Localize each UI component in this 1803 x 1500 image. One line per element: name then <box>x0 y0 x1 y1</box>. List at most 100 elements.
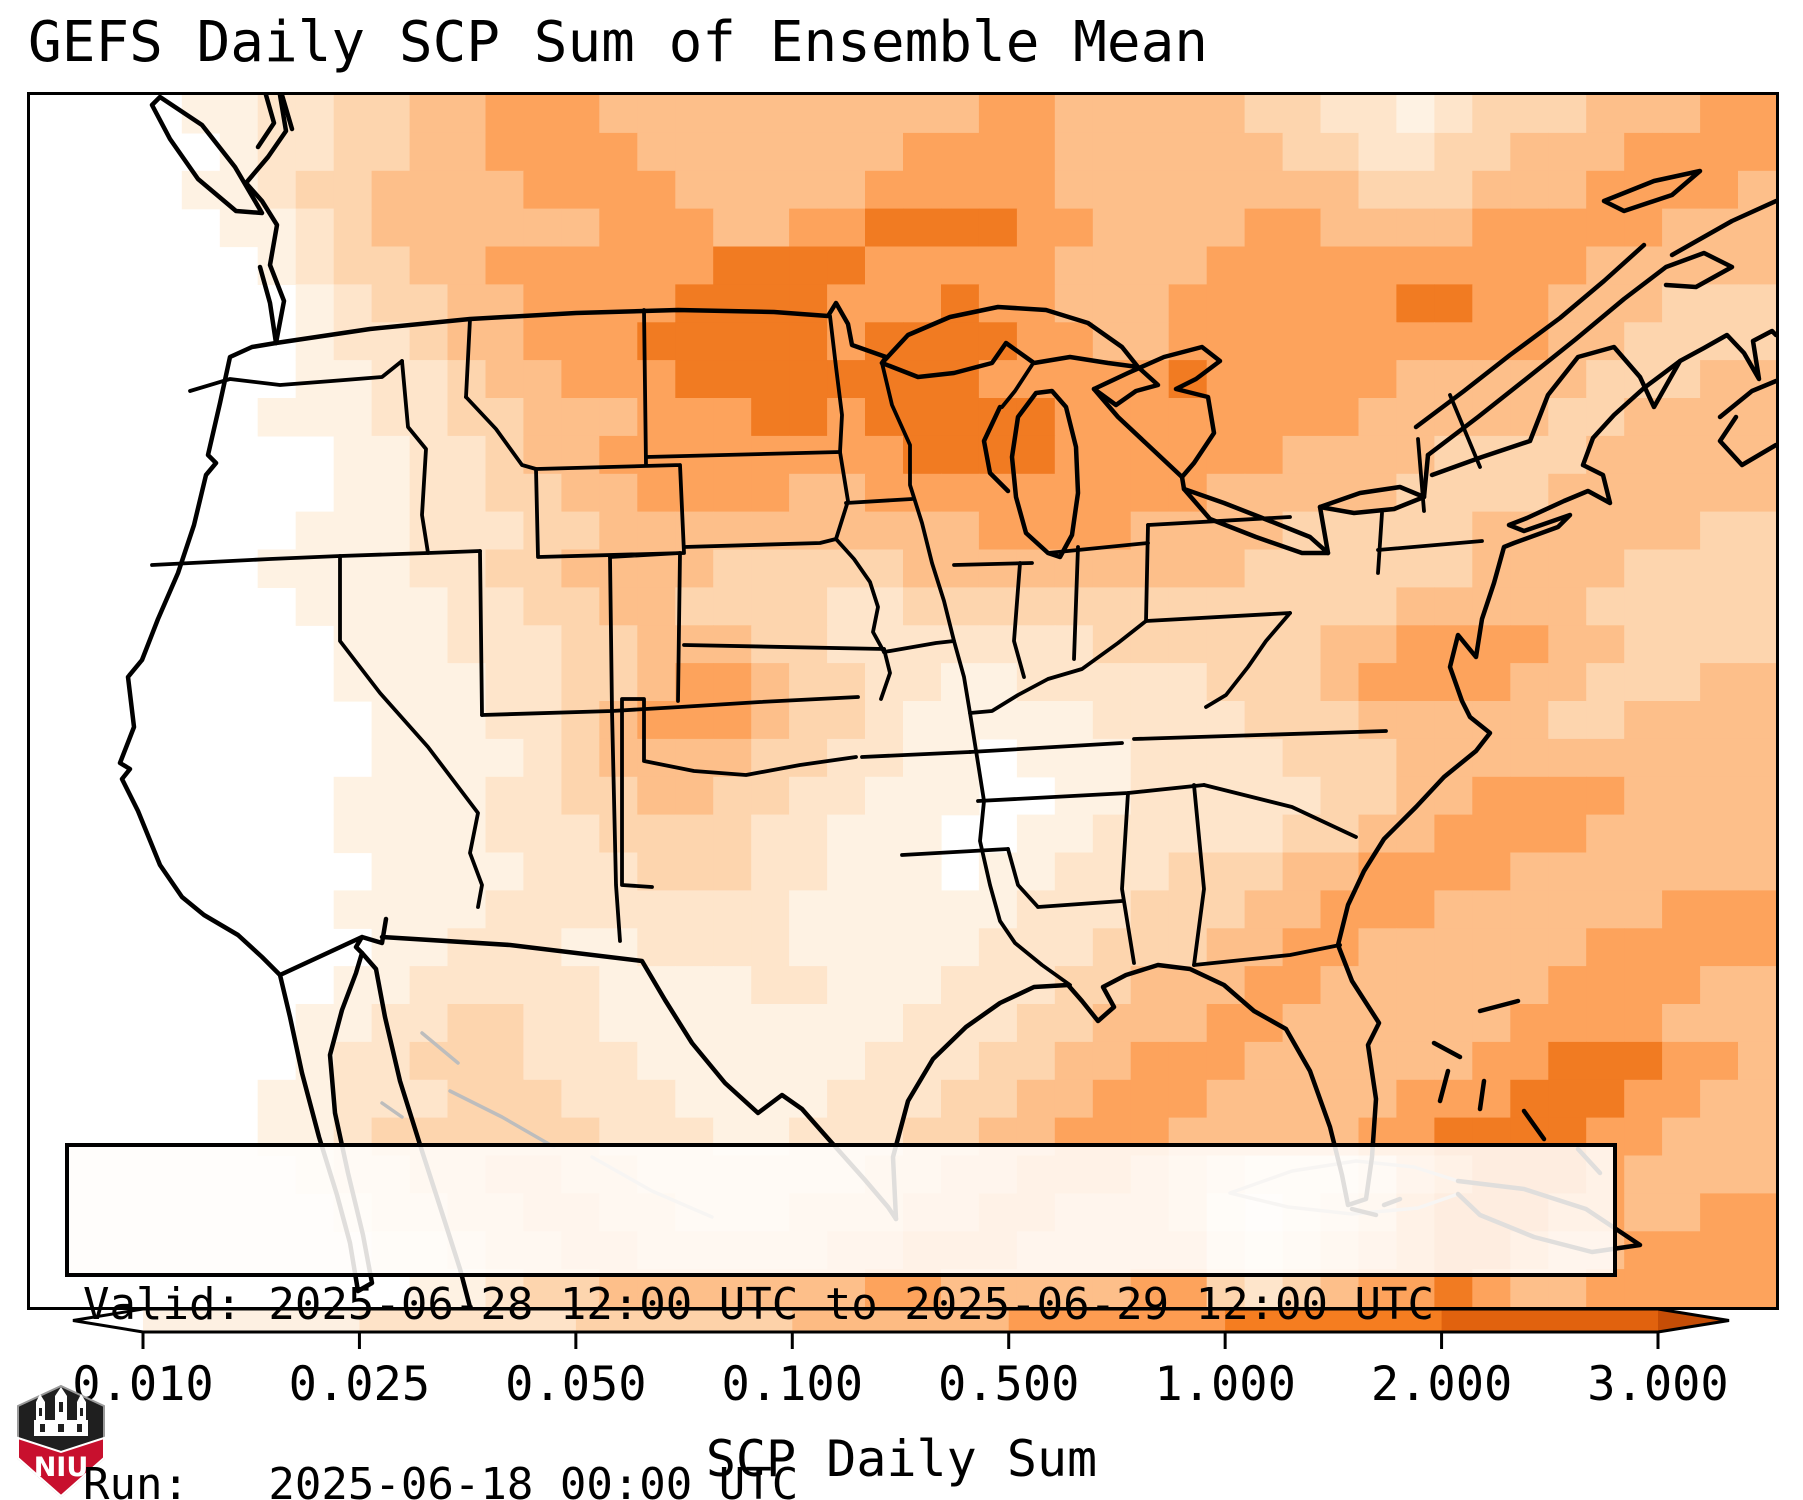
heatmap-cell <box>409 549 449 588</box>
heatmap-cell <box>1282 776 1322 816</box>
heatmap-cell <box>485 246 525 285</box>
heatmap-cell <box>1434 549 1473 588</box>
heatmap-cell <box>1586 663 1625 702</box>
heatmap-cell <box>409 95 449 134</box>
heatmap-cell <box>1320 322 1360 361</box>
heatmap-cell <box>1396 1041 1435 1081</box>
heatmap-cell <box>1738 1117 1776 1157</box>
heatmap-cell <box>1396 549 1435 588</box>
heatmap-cell <box>1700 170 1739 210</box>
heatmap-cell <box>371 890 411 929</box>
heatmap-cell <box>523 776 562 816</box>
heatmap-cell <box>1472 663 1511 702</box>
great-lakes <box>879 304 1431 560</box>
heatmap-cell <box>1662 587 1701 626</box>
heatmap-cell <box>1700 360 1739 399</box>
heatmap-cell <box>713 549 752 588</box>
heatmap-cell <box>1472 1041 1511 1081</box>
heatmap-cell <box>1586 852 1625 891</box>
minnesota-iowa-border <box>844 497 914 505</box>
heatmap-cell <box>1624 322 1663 361</box>
heatmap-cell <box>561 322 600 361</box>
heatmap-cell <box>1548 625 1587 664</box>
heatmap-cell <box>1016 852 1056 891</box>
heatmap-cell <box>789 322 828 361</box>
heatmap-cell <box>371 132 411 172</box>
heatmap-cell <box>523 738 562 778</box>
heatmap-cell <box>1282 663 1322 702</box>
heatmap-cell <box>1662 966 1701 1005</box>
heatmap-cell <box>789 701 828 740</box>
heatmap-cell <box>713 132 752 172</box>
heatmap-cell <box>675 246 714 285</box>
heatmap-cell <box>1738 663 1776 702</box>
colorbar-extend-right <box>1658 1309 1729 1332</box>
heatmap-cell <box>1168 170 1208 210</box>
heatmap-cell <box>1434 928 1473 967</box>
heatmap-cell <box>1244 246 1284 285</box>
heatmap-cell <box>713 587 752 626</box>
heatmap-cell <box>1510 473 1549 513</box>
heatmap-cell <box>599 625 638 664</box>
heatmap-cell <box>1586 966 1625 1005</box>
valid-text: Valid: 2025-06-28 12:00 UTC to 2025-06-2… <box>83 1279 1435 1330</box>
heatmap-cell <box>333 246 373 285</box>
heatmap-cell <box>675 776 714 816</box>
heatmap-cell <box>561 1041 600 1081</box>
heatmap-cell <box>978 208 1018 248</box>
lake-superior <box>879 304 1141 380</box>
idaho-montana-border <box>464 395 538 471</box>
heatmap-cell <box>409 852 449 891</box>
heatmap-cell <box>1206 170 1246 210</box>
heatmap-cell <box>675 663 714 702</box>
heatmap-cell <box>1510 1079 1549 1119</box>
heatmap-cell <box>333 398 373 437</box>
heatmap-cell <box>1244 587 1284 626</box>
heatmap-cell <box>1700 1193 1739 1232</box>
heatmap-cell <box>1092 966 1132 1005</box>
heatmap-cell <box>865 95 904 134</box>
heatmap-cell <box>1700 814 1739 854</box>
niu-logo-text: NIU <box>34 1452 89 1483</box>
utah-colorado-border <box>608 555 614 713</box>
heatmap-cell <box>1130 435 1170 475</box>
heatmap-cell <box>295 322 335 361</box>
heatmap-cell <box>713 246 752 285</box>
colorbar: 0.010 0.025 0.050 0.100 0.500 1.000 2.000 3.000 <box>72 1307 1730 1412</box>
heatmap-cell <box>1510 1004 1549 1043</box>
heatmap-cell <box>1092 435 1132 475</box>
37n-border <box>480 695 860 717</box>
heatmap-cell <box>1168 132 1208 172</box>
heatmap-cell <box>789 360 828 399</box>
heatmap-cell <box>485 852 525 891</box>
heatmap-cell <box>789 587 828 626</box>
heatmap-cell <box>1244 890 1284 929</box>
heatmap-cell <box>1244 208 1284 248</box>
heatmap-cell <box>827 208 866 248</box>
heatmap-cell <box>409 625 449 664</box>
heatmap-cell <box>1282 966 1322 1005</box>
heatmap-cell <box>1282 284 1322 323</box>
heatmap-cell <box>751 284 790 323</box>
heatmap-cell <box>941 435 980 475</box>
heatmap-cell <box>827 966 866 1005</box>
heatmap-cell <box>1168 246 1208 285</box>
heatmap-cell <box>903 246 942 285</box>
heatmap-cell <box>941 473 980 513</box>
heatmap-cell <box>1130 701 1170 740</box>
heatmap-cell <box>1168 1041 1208 1081</box>
heatmap-cell <box>1434 170 1473 210</box>
heatmap-cell <box>1738 473 1776 513</box>
heatmap-cell <box>978 587 1018 626</box>
heatmap-cell <box>637 95 676 134</box>
heatmap-cell <box>371 246 411 285</box>
heatmap-cell <box>1130 663 1170 702</box>
heatmap-cell <box>1130 738 1170 778</box>
heatmap-cell <box>1586 208 1625 248</box>
illinois-indiana-border <box>1012 561 1026 679</box>
heatmap-cell <box>713 814 752 854</box>
lake-ontario <box>1317 484 1427 516</box>
heatmap-cell <box>1320 398 1360 437</box>
heatmap-cell <box>865 170 904 210</box>
